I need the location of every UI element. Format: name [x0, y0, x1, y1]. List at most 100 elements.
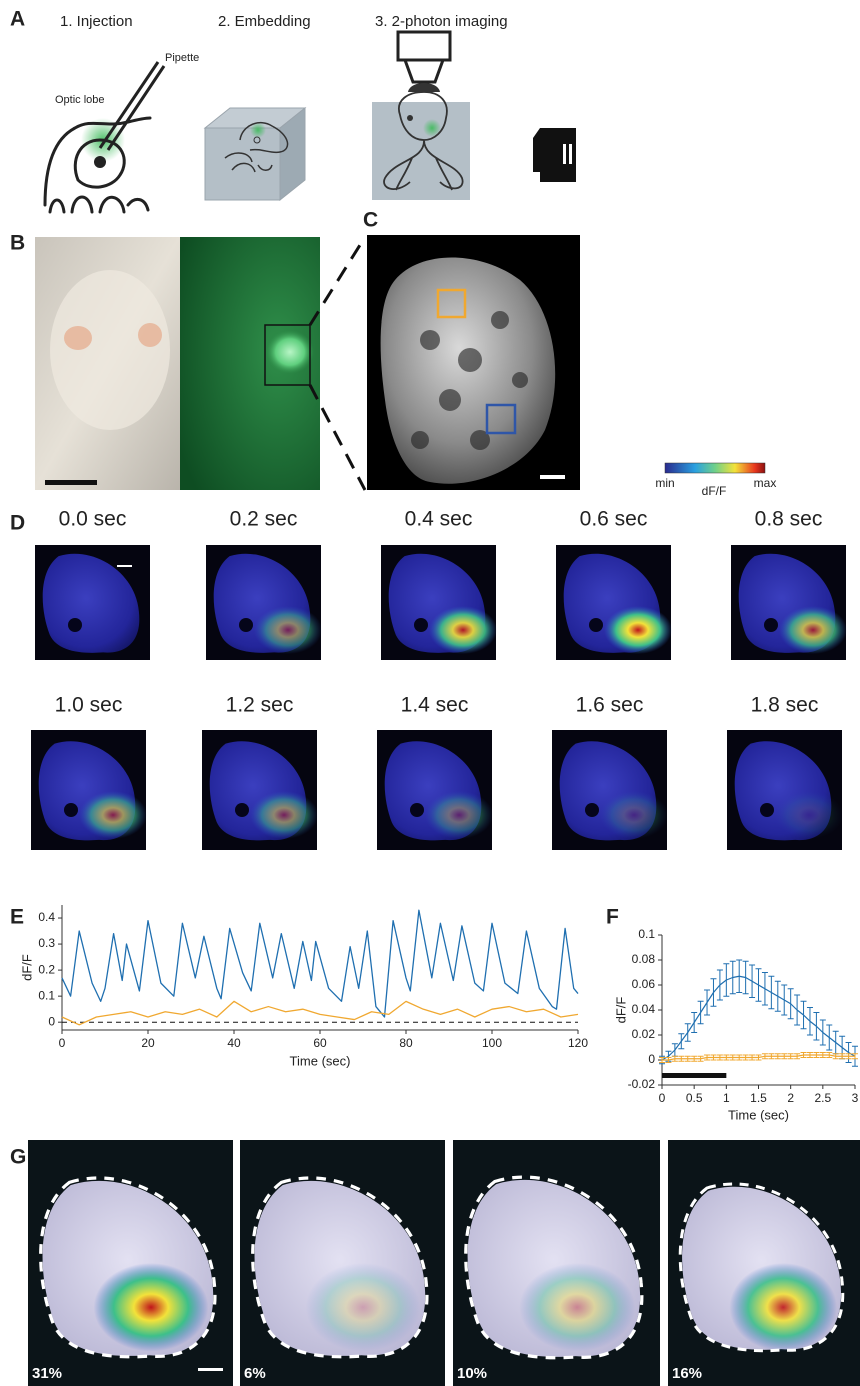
- step-title: 2. Embedding: [218, 13, 311, 30]
- y-tick-label: 0.1: [38, 988, 55, 1002]
- colorbar-label: min: [655, 476, 674, 490]
- panel-label: A: [10, 8, 25, 31]
- percentage: 16%: [672, 1365, 702, 1382]
- frame-hot: [604, 606, 672, 654]
- percentage: 31%: [32, 1365, 62, 1382]
- frame-hot: [254, 606, 322, 654]
- series-line: [662, 1054, 855, 1061]
- y-axis-label: dF/F: [19, 954, 34, 981]
- x-tick-label: 1: [723, 1091, 730, 1105]
- step-title: 3. 2-photon imaging: [375, 13, 508, 30]
- panel-label: F: [606, 906, 619, 929]
- frame-time: 0.4 sec: [405, 508, 473, 531]
- annotation: Pipette: [165, 52, 199, 64]
- stimulus-bar: [662, 1073, 727, 1078]
- panel-e: 0 0.1 0.2 0.3 0.4 0 20 40 60 80 100 120 Time (sec) dF…: [19, 905, 588, 1068]
- x-tick-label: 20: [141, 1036, 155, 1050]
- injection-sketch: [43, 61, 166, 214]
- colorbar-label: dF/F: [702, 484, 727, 498]
- frame-time: 1.0 sec: [55, 694, 123, 717]
- frame-dark: [764, 618, 778, 632]
- panel-label: B: [10, 232, 25, 255]
- frame-hot: [250, 791, 318, 839]
- frame-dark: [410, 803, 424, 817]
- percentage: 6%: [244, 1365, 266, 1382]
- colorbar-label: max: [754, 476, 777, 490]
- x-axis-label: Time (sec): [290, 1053, 351, 1068]
- colorbar: [664, 462, 766, 474]
- frame-time: 0.8 sec: [755, 508, 823, 531]
- frame-time: 1.6 sec: [576, 694, 644, 717]
- y-tick-label: 0.4: [38, 910, 55, 924]
- x-tick-label: 80: [399, 1036, 413, 1050]
- frame-dark: [585, 803, 599, 817]
- y-tick-label: 0.08: [632, 952, 656, 966]
- frame-dark: [414, 618, 428, 632]
- activity: [305, 1263, 421, 1352]
- panel-label: D: [10, 512, 25, 535]
- x-axis-label: Time (sec): [728, 1107, 789, 1122]
- x-tick-label: 0: [659, 1091, 666, 1105]
- panel-label: G: [10, 1146, 26, 1169]
- y-tick-label: 0.2: [38, 962, 55, 976]
- x-tick-label: 0.5: [686, 1091, 703, 1105]
- x-tick-label: 3: [852, 1091, 859, 1105]
- series-line: [661, 975, 856, 1061]
- frame-hot: [425, 791, 493, 839]
- y-tick-label: 0.1: [638, 927, 655, 941]
- series-line: [61, 1000, 579, 1026]
- frame-hot: [600, 791, 668, 839]
- laser-icon: [533, 128, 576, 182]
- y-tick-label: -0.02: [628, 1077, 656, 1091]
- y-tick-label: 0.02: [632, 1027, 656, 1041]
- activity: [729, 1263, 837, 1352]
- y-tick-label: 0: [48, 1014, 55, 1028]
- y-axis-label: dF/F: [613, 997, 628, 1024]
- step-title: 1. Injection: [60, 13, 133, 30]
- y-tick-label: 0: [648, 1052, 655, 1066]
- y-tick-label: 0.06: [632, 977, 656, 991]
- frame-dark: [68, 618, 82, 632]
- frame-dark: [239, 618, 253, 632]
- scale-bar: [117, 565, 132, 567]
- image-c: [367, 235, 580, 490]
- frame-hot: [79, 791, 147, 839]
- x-tick-label: 100: [482, 1036, 502, 1050]
- frame-time: 1.2 sec: [226, 694, 294, 717]
- frame-hot: [429, 606, 497, 654]
- frame-dark: [235, 803, 249, 817]
- x-tick-label: 40: [227, 1036, 241, 1050]
- frame-time: 0.0 sec: [59, 508, 127, 531]
- x-tick-label: 60: [313, 1036, 327, 1050]
- frame-dark: [64, 803, 78, 817]
- activity: [93, 1263, 209, 1352]
- annotation: Optic lobe: [55, 94, 105, 106]
- imaging-sketch: [372, 30, 470, 200]
- frame-hot: [779, 606, 847, 654]
- scale-bar: [198, 1368, 223, 1371]
- frame-hot: [775, 791, 843, 839]
- percentage: 10%: [457, 1365, 487, 1382]
- x-tick-label: 0: [59, 1036, 66, 1050]
- x-tick-label: 2.5: [814, 1091, 831, 1105]
- frame-time: 0.2 sec: [230, 508, 298, 531]
- frame-time: 1.8 sec: [751, 694, 819, 717]
- panel-label: C: [363, 209, 378, 232]
- frame-dark: [760, 803, 774, 817]
- frame-dark: [589, 618, 603, 632]
- photo-b: [35, 236, 367, 491]
- panel-g: 31% 6% 10% 16%: [28, 1140, 860, 1386]
- x-tick-label: 1.5: [750, 1091, 767, 1105]
- embedding-sketch: [203, 106, 307, 202]
- y-tick-label: 0.3: [38, 936, 55, 950]
- frame-time: 1.4 sec: [401, 694, 469, 717]
- x-tick-label: 2: [787, 1091, 794, 1105]
- frame-time: 0.6 sec: [580, 508, 648, 531]
- x-tick-label: 120: [568, 1036, 588, 1050]
- panel-d: 0.0 sec 0.2 sec 0.4 sec 0.6 sec 0.8 sec 1.0 s…: [31, 508, 847, 850]
- panel-label: E: [10, 906, 24, 929]
- activity: [519, 1263, 636, 1352]
- series-line: [61, 909, 579, 1018]
